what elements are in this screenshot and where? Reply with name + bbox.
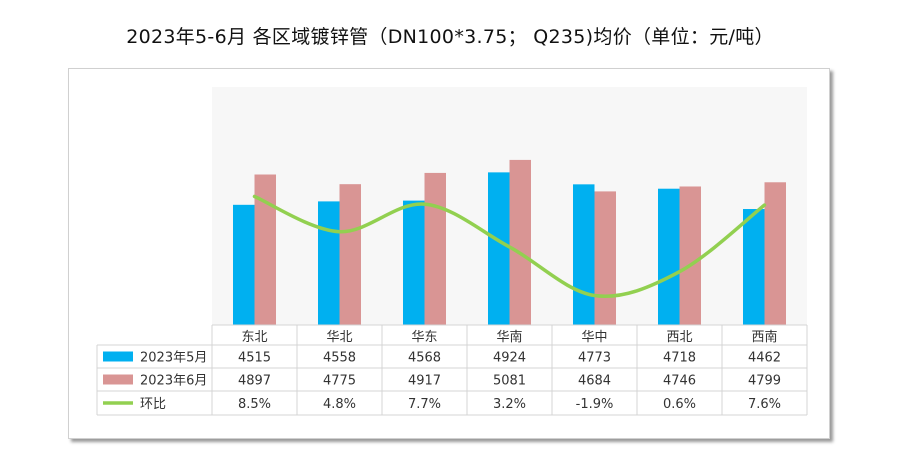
- legend-swatch-2023年5月: [103, 351, 133, 362]
- category-label: 华中: [581, 330, 607, 345]
- category-label: 西南: [751, 329, 777, 345]
- bar-华南-2023年5月: [488, 172, 510, 325]
- table-cell: 8.5%: [238, 397, 271, 412]
- bar-华北-2023年5月: [318, 201, 340, 325]
- bar-西北-2023年6月: [679, 186, 701, 325]
- table-cell: 4917: [408, 374, 441, 389]
- table-cell: 5081: [493, 374, 526, 389]
- bar-东北-2023年5月: [233, 204, 255, 325]
- table-cell: 4462: [748, 351, 781, 366]
- table-cell: 7.6%: [748, 397, 781, 412]
- bar-华中-2023年5月: [573, 184, 595, 325]
- legend-label: 环比: [140, 397, 166, 412]
- bar-西南-2023年5月: [743, 209, 765, 325]
- legend-label: 2023年5月: [140, 351, 207, 366]
- table-cell: 4775: [323, 374, 356, 389]
- bar-华东-2023年6月: [424, 172, 446, 325]
- category-label: 东北: [241, 330, 267, 345]
- bar-西南-2023年6月: [764, 182, 786, 325]
- table-cell: -1.9%: [576, 397, 614, 412]
- table-cell: 3.2%: [493, 397, 526, 412]
- table-cell: 7.7%: [408, 397, 441, 412]
- table-cell: 4897: [238, 374, 271, 389]
- table-cell: 0.6%: [663, 397, 696, 412]
- bar-华北-2023年6月: [339, 184, 361, 325]
- data-table: 东北 华北 华东 华南 华中 西北 西南 2023年5月 4515 4558 4568 4924 477…: [96, 324, 808, 416]
- table-cell: 4799: [748, 374, 781, 389]
- table-cell: 4515: [238, 351, 271, 366]
- table-cell: 4924: [493, 351, 526, 366]
- table-cell: 4746: [663, 374, 696, 389]
- legend-swatch-2023年6月: [103, 374, 133, 385]
- bar-华东-2023年5月: [403, 200, 425, 325]
- category-label: 华南: [496, 329, 522, 345]
- bar-华中-2023年6月: [594, 191, 616, 325]
- table-cell: 4718: [663, 351, 696, 366]
- chart-title: 2023年5-6月 各区域镀锌管（DN100*3.75； Q235)均价（单位：…: [126, 26, 774, 48]
- category-label: 西北: [666, 330, 692, 345]
- table-cell: 4773: [578, 351, 611, 366]
- bar-西北-2023年5月: [658, 188, 680, 325]
- table-cell: 4568: [408, 351, 441, 366]
- table-cell: 4558: [323, 351, 356, 366]
- table-cell: 4.8%: [323, 397, 356, 412]
- legend-label: 2023年6月: [140, 374, 207, 389]
- category-label: 华北: [326, 330, 352, 345]
- table-cell: 4684: [578, 374, 611, 389]
- line-series-环比: [252, 194, 767, 298]
- bar-东北-2023年6月: [254, 174, 276, 325]
- bar-华南-2023年6月: [509, 159, 531, 325]
- category-label: 华东: [411, 330, 437, 345]
